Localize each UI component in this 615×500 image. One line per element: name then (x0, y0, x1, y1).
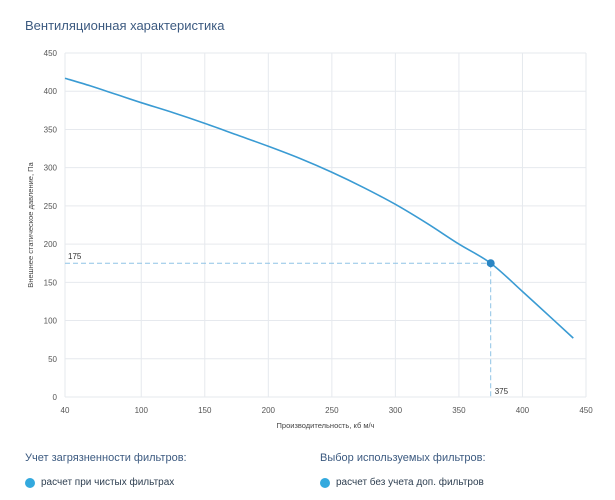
radio-selected-icon[interactable] (25, 477, 35, 488)
no-extra-filters-option[interactable]: расчет без учета доп. фильтров (320, 477, 486, 488)
radio-selected-icon[interactable] (320, 477, 330, 488)
y-tick-label: 350 (44, 125, 58, 134)
x-tick-label: 350 (452, 406, 466, 415)
chart-title: Вентиляционная характеристика (25, 18, 225, 33)
x-tick-label: 100 (135, 406, 149, 415)
ventilation-chart: 0 50 100 150 200 250 300 350 400 450 40 100 150 200 25… (26, 49, 593, 430)
x-tick-label: 300 (389, 406, 403, 415)
y-axis-label: Внешнее статическое давление, Па (26, 161, 35, 287)
no-extra-filters-label: расчет без учета доп. фильтров (336, 477, 484, 488)
y-tick-label: 300 (44, 164, 58, 173)
x-tick-label: 40 (61, 406, 70, 415)
y-tick-label: 200 (44, 240, 58, 249)
operating-point-x-label: 375 (495, 387, 509, 396)
filter-selection-section: Выбор используемых фильтров: расчет без … (320, 452, 486, 488)
filter-contamination-section: Учет загрязненности фильтров: расчет при… (25, 452, 187, 488)
y-tick-label: 100 (44, 317, 58, 326)
x-tick-label: 250 (325, 406, 339, 415)
clean-filters-option[interactable]: расчет при чистых фильтрах (25, 477, 187, 488)
x-tick-label: 450 (579, 406, 593, 415)
y-tick-label: 250 (44, 202, 58, 211)
clean-filters-label: расчет при чистых фильтрах (41, 477, 175, 488)
y-tick-label: 400 (44, 87, 58, 96)
y-tick-label: 150 (44, 278, 58, 287)
x-tick-label: 400 (516, 406, 530, 415)
filter-selection-title: Выбор используемых фильтров: (320, 452, 486, 464)
y-tick-label: 50 (48, 355, 57, 364)
x-tick-label: 200 (262, 406, 276, 415)
x-tick-label: 150 (198, 406, 212, 415)
y-tick-label: 450 (44, 49, 58, 58)
operating-point-y-label: 175 (68, 252, 82, 261)
operating-point-marker (486, 259, 495, 268)
filter-contamination-title: Учет загрязненности фильтров: (25, 452, 187, 464)
y-tick-label: 0 (53, 393, 58, 402)
x-axis-label: Производительность, кб м/ч (277, 421, 375, 430)
